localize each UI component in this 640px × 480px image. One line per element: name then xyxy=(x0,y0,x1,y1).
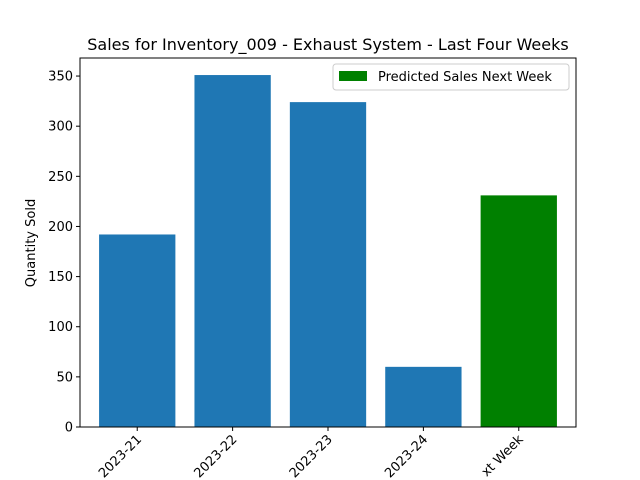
x-tick-label: 2023-21 xyxy=(96,432,145,480)
y-tick-label: 250 xyxy=(48,170,73,185)
bars-layer xyxy=(99,75,557,427)
bar-2023-24 xyxy=(385,366,462,427)
x-tick-label: 2023-22 xyxy=(191,432,240,480)
x-tick-label: 2023-23 xyxy=(287,432,336,480)
y-tick-label: 50 xyxy=(56,370,73,385)
y-tick-label: 200 xyxy=(48,220,73,235)
x-tick-label: xt Week xyxy=(479,432,527,480)
legend-label: Predicted Sales Next Week xyxy=(378,70,552,85)
bar-2023-22 xyxy=(194,75,271,427)
x-tick-label: 2023-24 xyxy=(382,432,431,480)
chart-title: Sales for Inventory_009 - Exhaust System… xyxy=(87,35,568,55)
y-tick-label: 300 xyxy=(48,120,73,135)
bar-2023-21 xyxy=(99,234,176,427)
y-tick-label: 150 xyxy=(48,270,73,285)
y-axis-ticks: 0 50 100 150 200 250 300 350 xyxy=(48,70,80,436)
bar-2023-23 xyxy=(289,102,367,427)
legend: Predicted Sales Next Week xyxy=(332,63,570,91)
y-axis-label: Quantity Sold xyxy=(24,199,39,287)
legend-box xyxy=(332,63,570,91)
y-tick-label: 350 xyxy=(48,70,73,85)
x-axis-ticks: 2023-21 2023-22 2023-23 2023-24 xt Week xyxy=(96,427,527,480)
y-tick-label: 100 xyxy=(48,320,73,335)
y-tick-label: 0 xyxy=(65,421,73,436)
plot-frame xyxy=(79,57,577,428)
legend-swatch xyxy=(339,71,367,81)
bar-next-week xyxy=(480,195,557,427)
